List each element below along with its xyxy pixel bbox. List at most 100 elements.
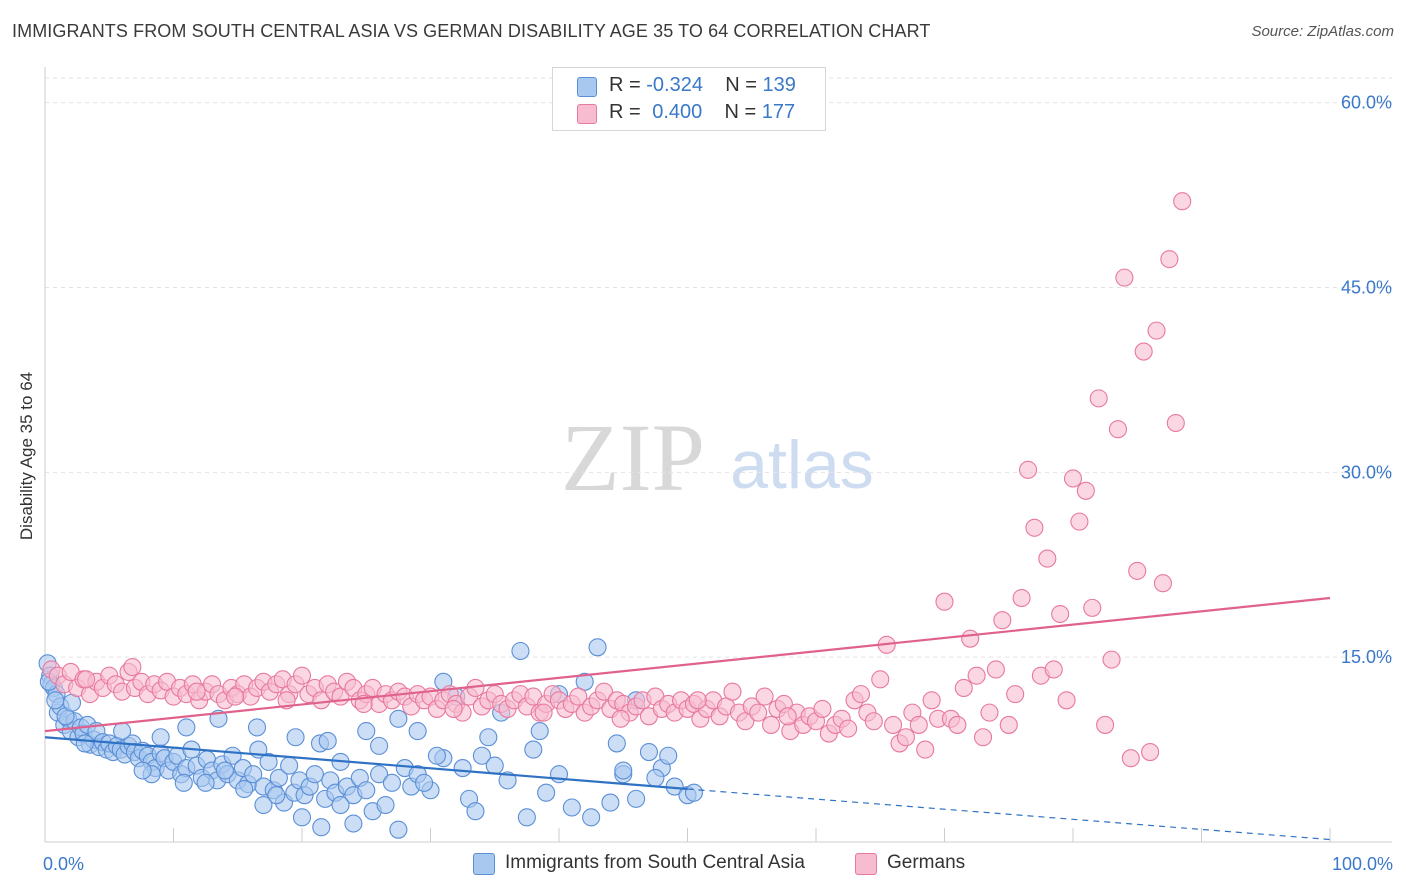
point-germans [761, 715, 781, 734]
point-germans [778, 707, 797, 726]
point-germans [444, 699, 463, 718]
point-immigrants [684, 783, 703, 802]
point-germans [813, 699, 832, 718]
point-germans [1173, 192, 1192, 211]
point-immigrants [286, 728, 305, 747]
legend-swatch-immigrants [577, 77, 597, 97]
source-label: Source: ZipAtlas.com [1251, 23, 1394, 40]
point-immigrants [292, 808, 312, 827]
point-germans [909, 715, 928, 734]
point-immigrants [235, 779, 254, 799]
y-tick-label: 15.0% [1341, 647, 1392, 667]
point-germans [123, 657, 142, 677]
point-germans [935, 592, 954, 611]
point-germans [864, 712, 883, 731]
point-germans [1102, 650, 1121, 669]
legend-n-value: 139 [762, 74, 796, 96]
point-germans [993, 611, 1012, 630]
point-immigrants [305, 765, 324, 784]
point-immigrants [370, 736, 389, 755]
point-germans [922, 691, 941, 710]
point-germans [187, 682, 206, 701]
point-immigrants [174, 773, 193, 792]
point-germans [961, 629, 980, 648]
point-immigrants [562, 798, 581, 817]
point-immigrants [408, 722, 427, 741]
legend-n-label: N = [725, 74, 757, 96]
point-immigrants [389, 820, 408, 839]
bottom-legend-swatch-germans [855, 853, 877, 875]
y-tick-label: 30.0% [1341, 462, 1392, 482]
point-immigrants [151, 728, 170, 747]
x-tick-label: 0.0% [43, 854, 84, 874]
point-germans [839, 719, 858, 738]
point-immigrants [370, 765, 389, 784]
y-axis-label: Disability Age 35 to 64 [17, 371, 36, 541]
point-germans [312, 691, 331, 710]
point-germans [1044, 660, 1063, 679]
point-immigrants [485, 756, 504, 775]
point-immigrants [479, 728, 498, 747]
point-germans [534, 703, 553, 722]
point-germans [967, 666, 986, 685]
point-immigrants [247, 718, 267, 737]
point-germans [871, 670, 890, 689]
point-germans [723, 682, 742, 701]
point-germans [1089, 389, 1108, 408]
point-immigrants [280, 756, 299, 775]
point-germans [1025, 518, 1044, 537]
point-germans [986, 660, 1005, 679]
legend-r-value: 0.400 [652, 101, 703, 123]
point-immigrants [344, 814, 363, 833]
legend-r-label: R = [609, 74, 641, 96]
point-immigrants [511, 641, 530, 661]
point-germans [1012, 588, 1031, 608]
point-germans [980, 703, 999, 722]
y-tick-label: 45.0% [1341, 277, 1392, 297]
point-immigrants [517, 808, 536, 827]
point-immigrants [331, 795, 350, 815]
trendline-immigrants-extrapolated [687, 788, 1331, 841]
point-immigrants [614, 761, 633, 780]
point-germans [1147, 321, 1166, 340]
point-germans [884, 715, 903, 734]
point-immigrants [607, 734, 626, 753]
point-germans [594, 682, 614, 701]
bottom-legend-label-germans: Germans [887, 852, 966, 873]
point-germans [954, 678, 973, 698]
point-immigrants [312, 818, 331, 837]
bottom-legend-label-immigrants: Immigrants from South Central Asia [505, 852, 805, 873]
point-germans [1057, 691, 1076, 710]
point-germans [1166, 413, 1185, 433]
point-immigrants [453, 759, 472, 778]
point-germans [688, 691, 707, 710]
point-germans [1038, 549, 1057, 568]
trendline-immigrants [44, 736, 688, 791]
point-immigrants [196, 773, 215, 792]
point-germans [1108, 420, 1128, 439]
point-germans [1096, 715, 1115, 734]
point-immigrants [601, 793, 620, 812]
point-germans [1128, 561, 1147, 580]
point-immigrants [466, 802, 485, 821]
point-immigrants [659, 746, 678, 765]
point-germans [1141, 742, 1160, 762]
point-germans [999, 715, 1018, 734]
point-germans [1063, 469, 1083, 488]
point-immigrants [627, 789, 646, 808]
point-germans [916, 740, 935, 759]
watermark-atlas: atlas [730, 427, 874, 503]
trendline-germans [44, 596, 1331, 733]
legend-swatch-germans [577, 104, 597, 124]
point-germans [1083, 598, 1102, 617]
point-germans [851, 685, 871, 704]
point-immigrants [215, 761, 234, 780]
point-immigrants [389, 709, 408, 728]
point-immigrants [498, 771, 517, 790]
point-immigrants [259, 752, 278, 771]
watermark-zip: ZIP [561, 404, 705, 511]
point-immigrants [588, 638, 607, 657]
point-germans [755, 687, 774, 706]
point-germans [1134, 342, 1153, 361]
